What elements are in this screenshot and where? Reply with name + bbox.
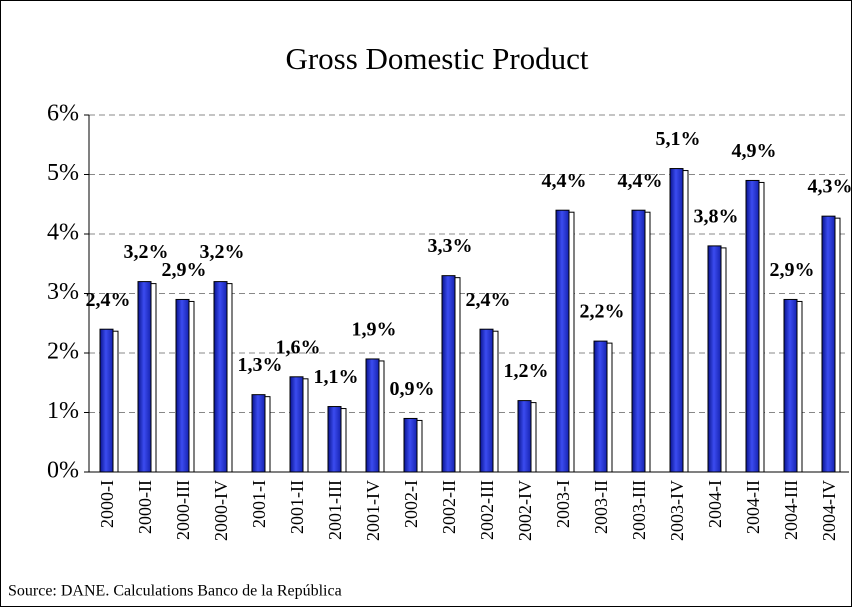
- data-label: 4,9%: [732, 140, 777, 162]
- x-tick-label: 2001-II: [287, 480, 307, 534]
- x-tick-label: 2004-I: [705, 480, 725, 528]
- bar: [251, 394, 266, 473]
- bar: [289, 376, 304, 473]
- bar: [745, 179, 760, 473]
- bar-side: [606, 342, 613, 473]
- bar: [707, 245, 722, 473]
- data-label: 5,1%: [656, 128, 701, 150]
- y-tick-label: 4%: [47, 220, 79, 246]
- bar-side: [302, 378, 309, 473]
- data-label: 2,9%: [770, 259, 815, 281]
- bar: [137, 281, 152, 473]
- data-label: 2,4%: [86, 289, 131, 311]
- data-label: 1,1%: [314, 366, 359, 388]
- bar-side: [530, 402, 537, 473]
- data-label: 3,8%: [694, 205, 739, 227]
- bar-side: [378, 360, 385, 473]
- x-tick-label: 2004-IV: [819, 480, 839, 541]
- data-label: 3,2%: [200, 241, 245, 263]
- data-label: 1,3%: [238, 354, 283, 376]
- bar-side: [454, 277, 461, 473]
- x-tick-label: 2004-III: [781, 480, 801, 540]
- bar: [365, 358, 380, 473]
- x-tick-label: 2002-II: [439, 480, 459, 534]
- bar: [479, 328, 494, 473]
- bar-side: [682, 170, 689, 473]
- bar: [213, 281, 228, 473]
- bar-side: [492, 330, 499, 473]
- y-tick-label: 0%: [47, 458, 79, 484]
- x-tick-label: 2003-I: [553, 480, 573, 528]
- x-tick-label: 2001-I: [249, 480, 269, 528]
- bar-side: [226, 283, 233, 473]
- bar: [517, 400, 532, 473]
- x-tick-label: 2003-II: [591, 480, 611, 534]
- bar-side: [796, 300, 803, 473]
- bar: [441, 275, 456, 473]
- x-tick-label: 2000-IV: [211, 480, 231, 541]
- source-note: Source: DANE. Calculations Banco de la R…: [8, 583, 342, 600]
- y-tick-label: 2%: [47, 339, 79, 365]
- bar-side: [264, 396, 271, 473]
- bar-side: [834, 217, 841, 473]
- y-tick-label: 1%: [47, 398, 79, 424]
- data-label: 4,3%: [808, 176, 852, 198]
- bar: [99, 328, 114, 473]
- data-label: 1,2%: [504, 360, 549, 382]
- bar-side: [720, 247, 727, 473]
- bar-side: [188, 300, 195, 473]
- x-tick-label: 2004-II: [743, 480, 763, 534]
- data-label: 1,9%: [352, 319, 397, 341]
- data-label: 1,6%: [276, 336, 321, 358]
- y-tick-label: 5%: [47, 160, 79, 186]
- bar: [631, 209, 646, 473]
- x-tick-label: 2001-III: [325, 480, 345, 540]
- bar-side: [416, 419, 423, 473]
- bar-side: [758, 181, 765, 473]
- bar-side: [340, 408, 347, 473]
- bar-side: [112, 330, 119, 473]
- bar: [669, 168, 684, 473]
- chart-title: Gross Domestic Product: [285, 41, 588, 76]
- y-tick-label: 3%: [47, 279, 79, 305]
- data-label: 4,4%: [542, 170, 587, 192]
- x-tick-label: 2000-II: [135, 480, 155, 534]
- bar-side: [644, 211, 651, 473]
- y-tick-label: 6%: [47, 101, 79, 127]
- x-tick-label: 2001-IV: [363, 480, 383, 541]
- data-label: 4,4%: [618, 170, 663, 192]
- bar: [593, 340, 608, 473]
- data-label: 2,9%: [162, 259, 207, 281]
- data-label: 3,3%: [428, 235, 473, 257]
- bar-side: [568, 211, 575, 473]
- data-label: 2,4%: [466, 289, 511, 311]
- x-tick-label: 2002-III: [477, 480, 497, 540]
- x-tick-label: 2000-III: [173, 480, 193, 540]
- x-tick-label: 2002-IV: [515, 480, 535, 541]
- data-label: 3,2%: [124, 241, 169, 263]
- bar: [175, 298, 190, 473]
- x-tick-label: 2002-I: [401, 480, 421, 528]
- bar: [821, 215, 836, 473]
- bar: [555, 209, 570, 473]
- x-tick-label: 2000-I: [97, 480, 117, 528]
- x-tick-label: 2003-IV: [667, 480, 687, 541]
- data-label: 2,2%: [580, 301, 625, 323]
- x-tick-label: 2003-III: [629, 480, 649, 540]
- bar: [403, 417, 418, 473]
- bar: [783, 298, 798, 473]
- bar: [327, 406, 342, 473]
- bar-side: [150, 283, 157, 473]
- data-label: 0,9%: [390, 378, 435, 400]
